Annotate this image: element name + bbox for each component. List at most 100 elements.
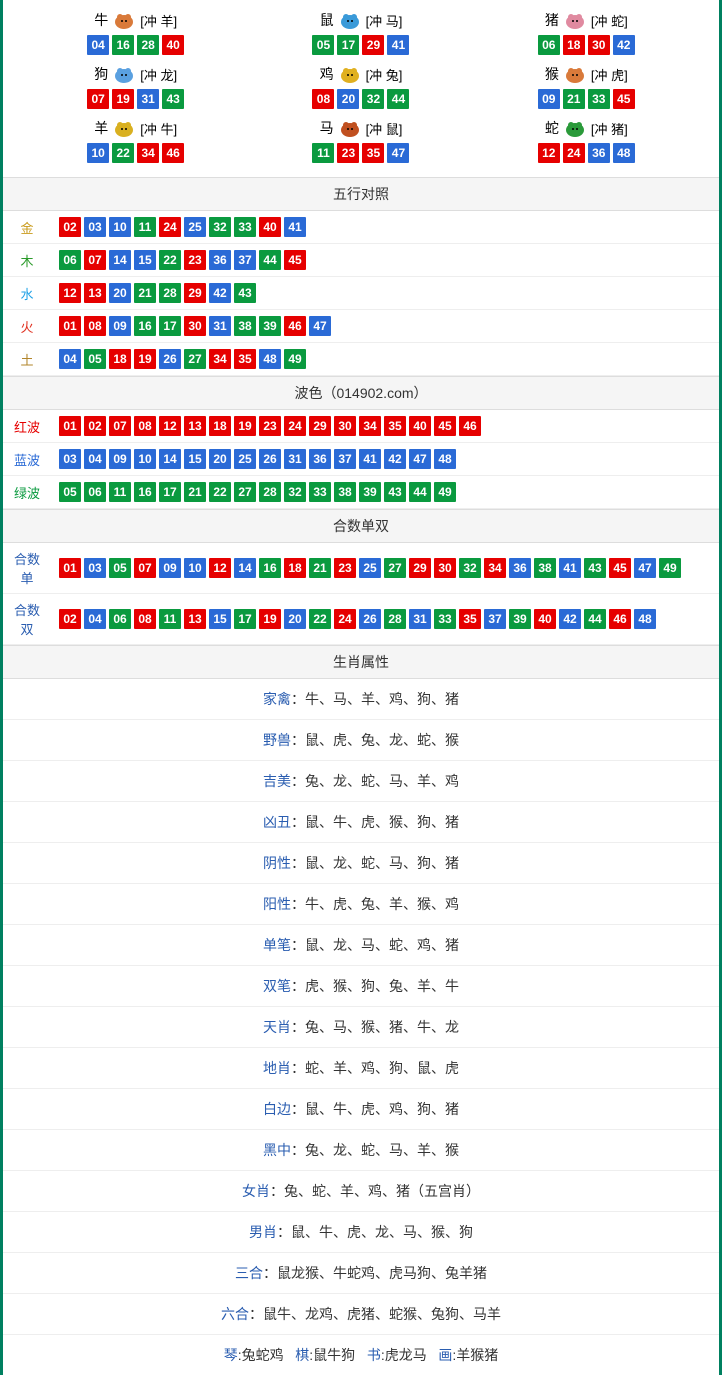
number-chip: 02	[59, 609, 81, 629]
zodiac-name: 鸡	[320, 64, 334, 84]
number-chip: 20	[209, 449, 231, 469]
bose-header: 波色（014902.com）	[3, 376, 719, 410]
zodiac-icon	[336, 9, 364, 31]
zodiac-name: 猪	[545, 10, 559, 30]
table-row: 土04051819262734354849	[3, 343, 719, 376]
attr-row: 女肖：兔、蛇、羊、鸡、猪（五宫肖）	[3, 1171, 719, 1212]
number-chip: 46	[459, 416, 481, 436]
zodiac-chong: [冲 牛]	[140, 119, 177, 138]
number-chip: 34	[359, 416, 381, 436]
number-chip: 41	[284, 217, 306, 237]
number-chip: 26	[159, 349, 181, 369]
attr-key: 女肖	[242, 1183, 270, 1199]
row-nums-cell: 0102070812131819232429303435404546	[51, 410, 719, 443]
number-chip: 16	[134, 316, 156, 336]
number-chip: 08	[84, 316, 106, 336]
zodiac-top: 狗[冲 龙]	[94, 63, 177, 85]
number-chip: 06	[538, 35, 560, 55]
number-chip: 43	[234, 283, 256, 303]
number-chip: 27	[234, 482, 256, 502]
number-chip: 36	[309, 449, 331, 469]
attr-row: 单笔：鼠、龙、马、蛇、鸡、猪	[3, 925, 719, 966]
attrs-list: 家禽：牛、马、羊、鸡、狗、猪野兽：鼠、虎、兔、龙、蛇、猴吉美：兔、龙、蛇、马、羊…	[3, 679, 719, 1335]
number-chip: 32	[284, 482, 306, 502]
row-nums-cell: 0103050709101214161821232527293032343638…	[51, 543, 719, 594]
number-chip: 17	[159, 482, 181, 502]
number-chip: 24	[159, 217, 181, 237]
row-nums-cell: 02031011242532334041	[51, 211, 719, 244]
zodiac-nums: 04162840	[87, 35, 184, 55]
zodiac-top: 猪[冲 蛇]	[545, 9, 628, 31]
number-chip: 06	[84, 482, 106, 502]
number-chip: 15	[184, 449, 206, 469]
number-chip: 20	[337, 89, 359, 109]
attr-val: ：牛、虎、兔、羊、猴、鸡	[291, 896, 459, 912]
row-nums: 0102070812131819232429303435404546	[59, 416, 711, 436]
table-row: 合数双0204060811131517192022242628313335373…	[3, 594, 719, 645]
zodiac-chong: [冲 虎]	[591, 65, 628, 84]
number-chip: 19	[112, 89, 134, 109]
number-chip: 46	[162, 143, 184, 163]
spacer	[355, 1347, 367, 1363]
attr-key: 凶丑	[263, 814, 291, 830]
number-chip: 44	[409, 482, 431, 502]
attr-val: ：鼠、牛、虎、鸡、狗、猪	[291, 1101, 459, 1117]
row-nums-cell: 0108091617303138394647	[51, 310, 719, 343]
number-chip: 16	[134, 482, 156, 502]
attr-val: ：鼠、牛、虎、猴、狗、猪	[291, 814, 459, 830]
number-chip: 23	[334, 558, 356, 578]
table-row: 金02031011242532334041	[3, 211, 719, 244]
attr-val: ：虎、猴、狗、兔、羊、牛	[291, 978, 459, 994]
number-chip: 47	[409, 449, 431, 469]
number-chip: 13	[84, 283, 106, 303]
zodiac-name: 鼠	[320, 10, 334, 30]
number-chip: 33	[234, 217, 256, 237]
table-row: 红波0102070812131819232429303435404546	[3, 410, 719, 443]
number-chip: 18	[109, 349, 131, 369]
number-chip: 30	[334, 416, 356, 436]
attr-val: ：鼠、牛、虎、龙、马、猴、狗	[277, 1224, 473, 1240]
number-chip: 47	[634, 558, 656, 578]
zodiac-cell: 鼠[冲 马]05172941	[248, 5, 473, 59]
attr-row: 野兽：鼠、虎、兔、龙、蛇、猴	[3, 720, 719, 761]
number-chip: 14	[234, 558, 256, 578]
number-chip: 23	[184, 250, 206, 270]
number-chip: 16	[259, 558, 281, 578]
number-chip: 17	[159, 316, 181, 336]
attr-row: 凶丑：鼠、牛、虎、猴、狗、猪	[3, 802, 719, 843]
number-chip: 32	[209, 217, 231, 237]
number-chip: 16	[112, 35, 134, 55]
table-row: 火0108091617303138394647	[3, 310, 719, 343]
number-chip: 08	[312, 89, 334, 109]
number-chip: 06	[59, 250, 81, 270]
number-chip: 39	[259, 316, 281, 336]
number-chip: 15	[209, 609, 231, 629]
zodiac-top: 蛇[冲 猪]	[545, 117, 628, 139]
zodiac-icon	[336, 63, 364, 85]
number-chip: 05	[312, 35, 334, 55]
zodiac-cell: 狗[冲 龙]07193143	[23, 59, 248, 113]
zodiac-top: 牛[冲 羊]	[94, 9, 177, 31]
zodiac-top: 鼠[冲 马]	[320, 9, 403, 31]
row-nums: 1213202128294243	[59, 283, 711, 303]
row-label: 土	[3, 343, 51, 376]
attr-val: ：鼠、龙、蛇、马、狗、猪	[291, 855, 459, 871]
zodiac-nums: 11233547	[312, 143, 409, 163]
row-nums-cell: 1213202128294243	[51, 277, 719, 310]
number-chip: 27	[184, 349, 206, 369]
number-chip: 47	[309, 316, 331, 336]
number-chip: 19	[259, 609, 281, 629]
attr-row: 阴性：鼠、龙、蛇、马、狗、猪	[3, 843, 719, 884]
number-chip: 48	[613, 143, 635, 163]
attr-key: 阴性	[263, 855, 291, 871]
number-chip: 14	[159, 449, 181, 469]
number-chip: 35	[362, 143, 384, 163]
attr-key: 天肖	[263, 1019, 291, 1035]
number-chip: 22	[209, 482, 231, 502]
number-chip: 34	[137, 143, 159, 163]
number-chip: 38	[234, 316, 256, 336]
number-chip: 02	[84, 416, 106, 436]
number-chip: 37	[334, 449, 356, 469]
number-chip: 34	[209, 349, 231, 369]
number-chip: 23	[337, 143, 359, 163]
